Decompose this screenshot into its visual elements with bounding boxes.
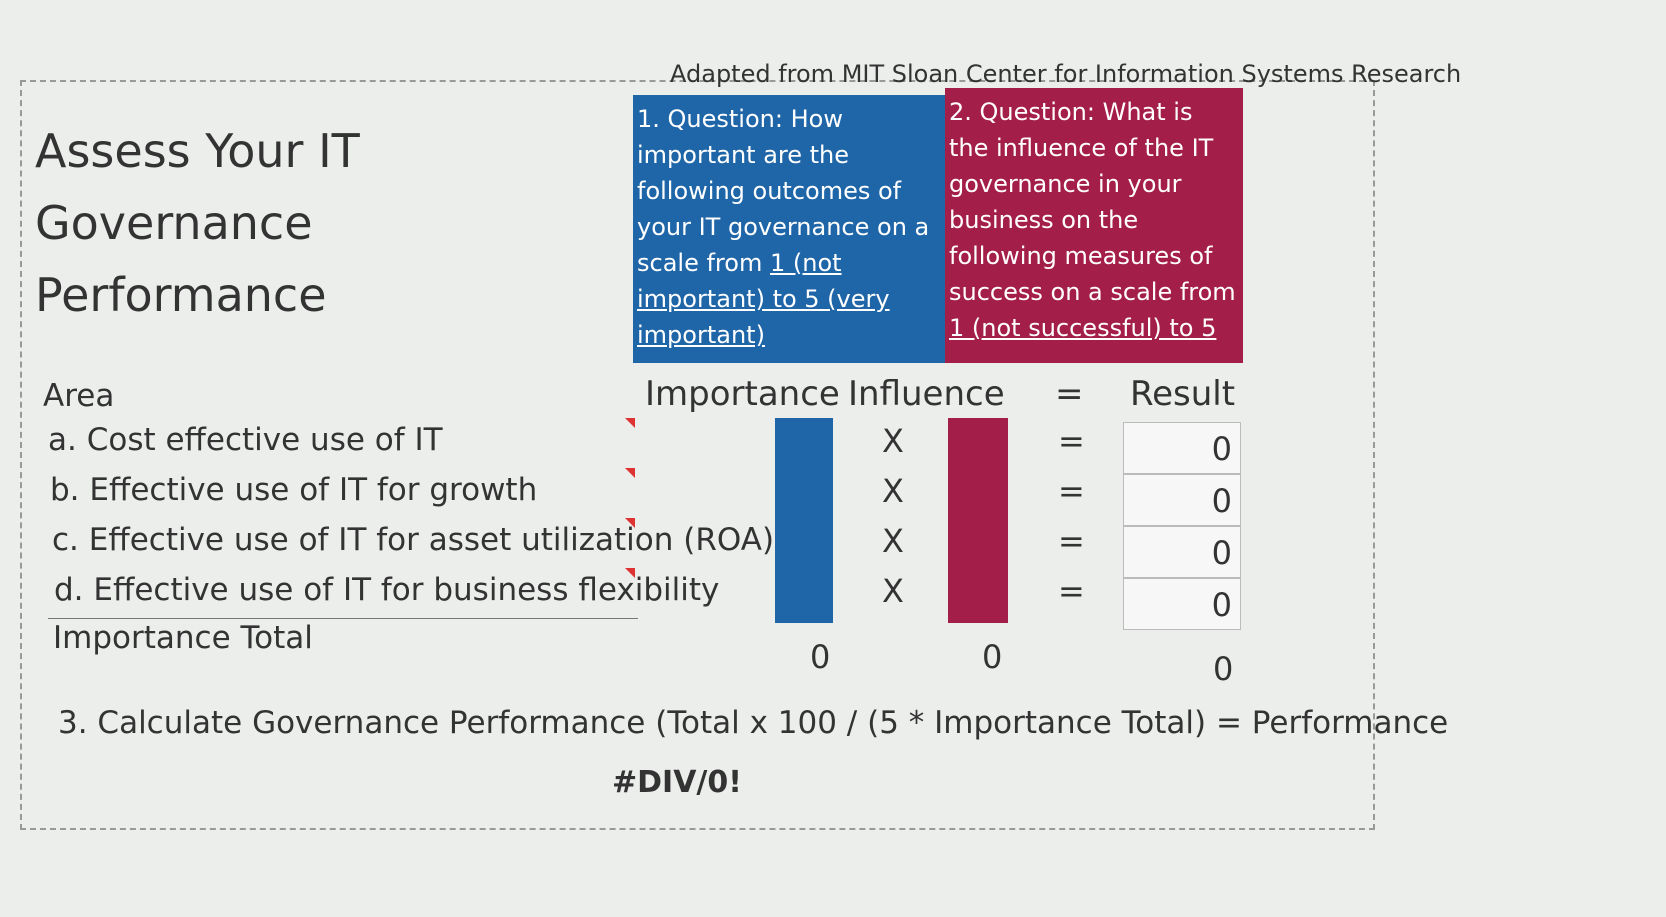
times-sign: X xyxy=(882,472,904,510)
source: Adapted from MIT Sloan Center for Inform… xyxy=(670,60,1462,88)
influence-input[interactable] xyxy=(948,418,1008,623)
title: Assess Your IT Governance Performance xyxy=(35,124,360,322)
header-area: Area xyxy=(43,378,115,414)
header-importance: Importance xyxy=(645,374,840,414)
total-label: Importance Total xyxy=(53,620,313,656)
comment-marker xyxy=(625,418,635,428)
times-sign: X xyxy=(882,522,904,560)
importance-total: 0 xyxy=(810,638,831,676)
times-sign: X xyxy=(882,422,904,460)
formula: 3. Calculate Governance Performance (Tot… xyxy=(58,705,1449,741)
performance: #DIV/0! xyxy=(612,765,742,800)
question-1-text: 1. Question: How important are the follo… xyxy=(637,105,930,277)
rule xyxy=(48,618,638,619)
question-2: 2. Question: What is the influence of th… xyxy=(945,88,1243,363)
area-label: c. Effective use of IT for asset utiliza… xyxy=(52,522,775,558)
result-cell: 0 xyxy=(1123,422,1241,474)
question-1: 1. Question: How important are the follo… xyxy=(633,95,945,363)
result-cell: 0 xyxy=(1123,578,1241,630)
sheet-border xyxy=(20,80,1375,830)
area-label: b. Effective use of IT for growth xyxy=(50,472,538,508)
area-label: d. Effective use of IT for business flex… xyxy=(54,572,720,608)
header-equals: = xyxy=(1055,374,1084,414)
times-sign: X xyxy=(882,572,904,610)
result-total: 0 xyxy=(1213,650,1234,688)
influence-total: 0 xyxy=(982,638,1003,676)
equals-sign: = xyxy=(1058,522,1085,560)
header-result: Result xyxy=(1130,374,1236,414)
question-2-text: 2. Question: What is the influence of th… xyxy=(949,98,1236,306)
equals-sign: = xyxy=(1058,422,1085,460)
equals-sign: = xyxy=(1058,572,1085,610)
question-2-scale: 1 (not successful) to 5 xyxy=(949,314,1217,342)
comment-marker xyxy=(625,518,635,528)
question-1-scale: 1 (not important) to 5 (very important) xyxy=(637,249,890,349)
importance-input[interactable] xyxy=(775,418,833,623)
result-cell: 0 xyxy=(1123,526,1241,578)
header-influence: Influence xyxy=(848,374,1005,414)
result-cell: 0 xyxy=(1123,474,1241,526)
area-label: a. Cost effective use of IT xyxy=(48,422,443,458)
comment-marker xyxy=(625,568,635,578)
comment-marker xyxy=(625,468,635,478)
equals-sign: = xyxy=(1058,472,1085,510)
